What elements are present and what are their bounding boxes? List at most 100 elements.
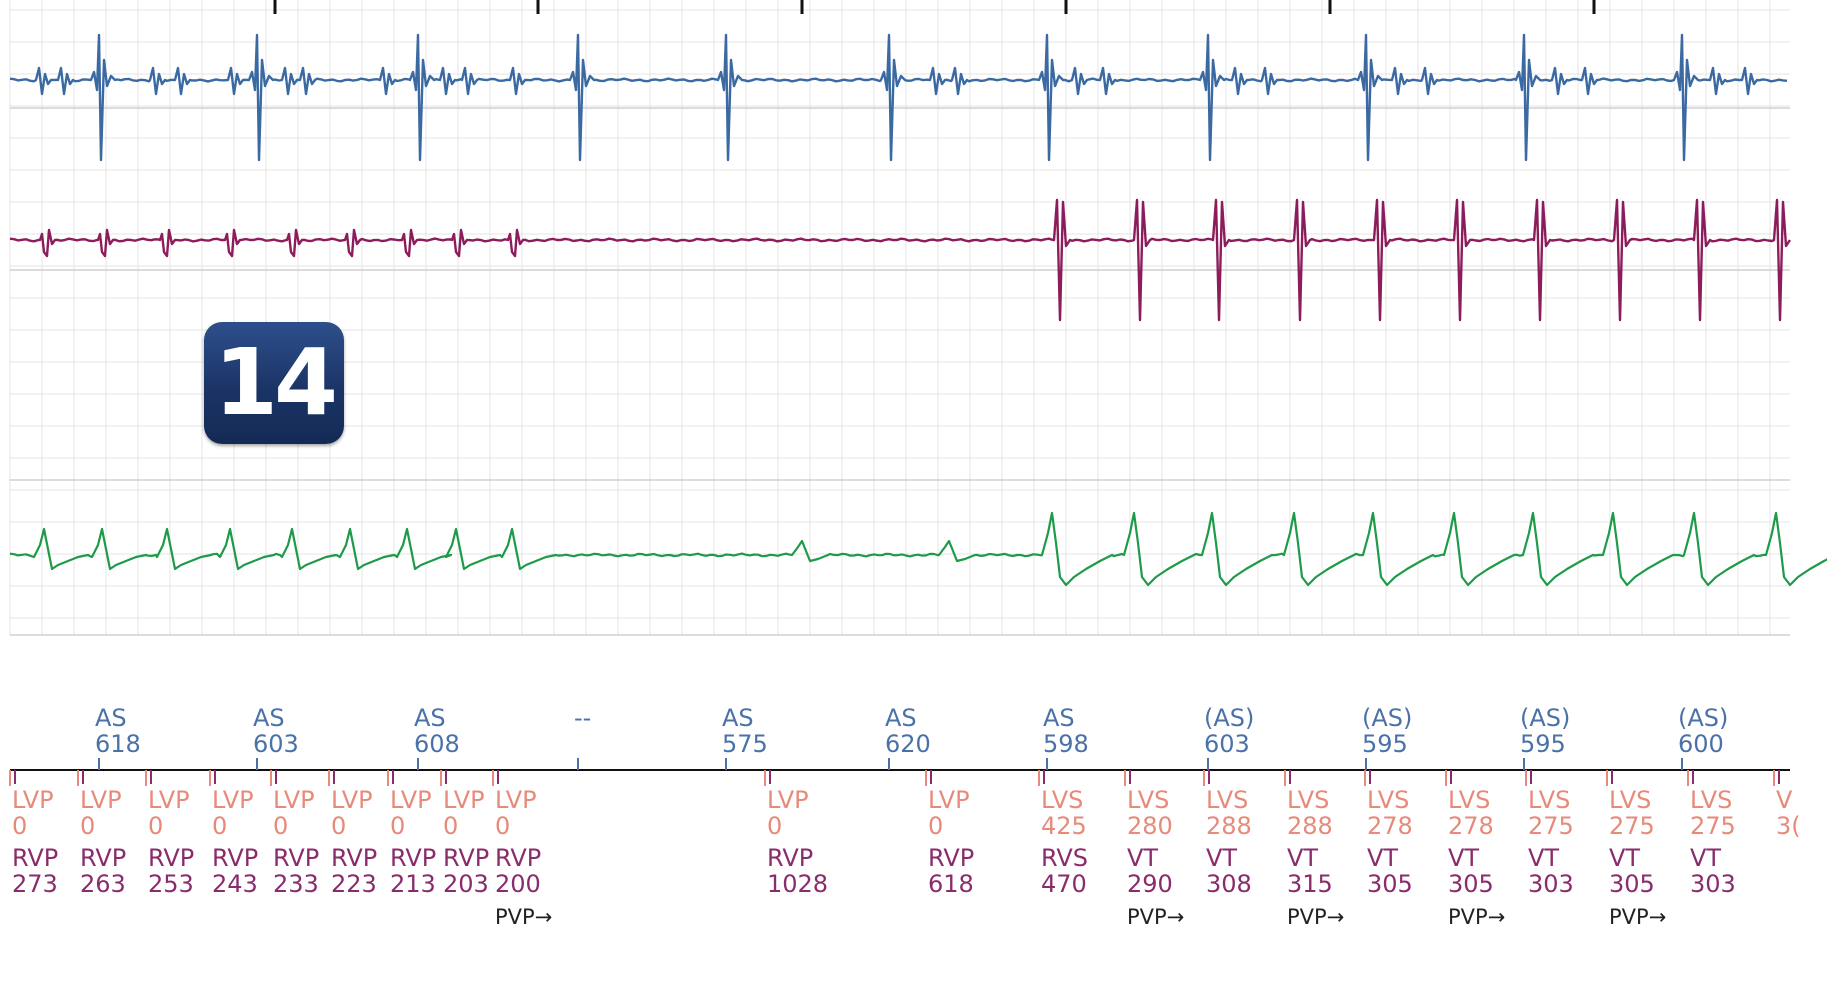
rv-marker-label: VT [1127,844,1158,872]
pvp-marker: PVP→ [1287,905,1344,929]
rv-marker-interval: 200 [495,870,541,898]
lv-marker-label: LVP [443,786,485,814]
lv-marker-interval: 275 [1528,812,1574,840]
atrial-marker-label: (AS) [1678,704,1728,732]
lv-marker-interval: 0 [390,812,405,840]
ventricular-marker-channel: LVP0RVP273LVP0RVP263LVP0RVP253LVP0RVP243… [9,770,1801,929]
atrial-egm-trace [9,33,1788,162]
lv-marker-label: LVP [273,786,315,814]
rv-marker-interval: 470 [1041,870,1087,898]
rv-marker-interval: 305 [1448,870,1494,898]
rv-egm-trace [9,198,1791,322]
rv-marker-interval: 223 [331,870,377,898]
lv-marker-label: LVP [212,786,254,814]
lv-marker-interval: 0 [767,812,782,840]
rv-marker-interval: 243 [212,870,258,898]
lv-marker-label: LVS [1609,786,1651,814]
atrial-marker-label: AS [253,704,285,732]
rv-marker-label: RVP [390,844,436,872]
atrial-marker-label: -- [574,704,591,732]
lv-marker-interval: 275 [1690,812,1736,840]
rv-marker-label: RVP [273,844,319,872]
lv-marker-label: LVS [1127,786,1169,814]
lv-marker-interval: 425 [1041,812,1087,840]
lv-marker-label: LVS [1528,786,1570,814]
atrial-marker-interval: 598 [1043,730,1089,758]
atrial-marker-label: (AS) [1362,704,1412,732]
rv-marker-interval: 308 [1206,870,1252,898]
lv-marker-label: LVP [767,786,809,814]
lv-marker-interval: 288 [1206,812,1252,840]
rv-marker-interval: 315 [1287,870,1333,898]
rv-marker-interval: 305 [1367,870,1413,898]
rv-marker-label: RVP [148,844,194,872]
lv-marker-label: LVS [1448,786,1490,814]
lv-marker-label: LVS [1367,786,1409,814]
lv-marker-interval: 278 [1448,812,1494,840]
lv-marker-label: LVS [1206,786,1248,814]
rv-marker-label: VT [1206,844,1237,872]
lv-marker-interval: 278 [1367,812,1413,840]
lv-marker-interval: 0 [273,812,288,840]
pvp-marker: PVP→ [495,905,552,929]
lv-marker-label: LVP [148,786,190,814]
rv-marker-label: VT [1528,844,1559,872]
rv-marker-interval: 263 [80,870,126,898]
rv-marker-label: RVP [331,844,377,872]
atrial-marker-label: (AS) [1520,704,1570,732]
rv-marker-interval: 303 [1528,870,1574,898]
lv-marker-interval: 288 [1287,812,1333,840]
rv-marker-interval: 213 [390,870,436,898]
lv-marker-label: LVP [495,786,537,814]
rv-marker-interval: 618 [928,870,974,898]
rv-marker-interval: 305 [1609,870,1655,898]
rv-marker-label: RVP [12,844,58,872]
pvp-marker: PVP→ [1127,905,1184,929]
figure-number-badge: 14 [204,322,344,444]
rv-marker-interval: 303 [1690,870,1736,898]
rv-marker-label: RVP [212,844,258,872]
rv-marker-interval: 273 [12,870,58,898]
rv-marker-label: RVP [495,844,541,872]
atrial-marker-interval: 595 [1520,730,1566,758]
lv-marker-label: V [1776,786,1793,814]
atrial-marker-label: AS [95,704,127,732]
rv-marker-interval: 253 [148,870,194,898]
rv-marker-interval: 233 [273,870,319,898]
atrial-marker-interval: 595 [1362,730,1408,758]
atrial-marker-interval: 618 [95,730,141,758]
rv-marker-interval: 290 [1127,870,1173,898]
atrial-marker-interval: 620 [885,730,931,758]
lv-marker-label: LVP [331,786,373,814]
lv-marker-label: LVP [12,786,54,814]
shock-egm-trace [9,511,1827,587]
rv-marker-interval: 1028 [767,870,828,898]
atrial-marker-label: (AS) [1204,704,1254,732]
atrial-marker-label: AS [414,704,446,732]
grid [9,0,1790,636]
lv-marker-interval: 0 [495,812,510,840]
rv-marker-label: VT [1448,844,1479,872]
lv-marker-label: LVP [928,786,970,814]
atrial-marker-interval: 600 [1678,730,1724,758]
rv-marker-interval: 203 [443,870,489,898]
lv-marker-interval: 0 [148,812,163,840]
lv-marker-interval: 0 [443,812,458,840]
pvp-marker: PVP→ [1609,905,1666,929]
lv-marker-label: LVP [390,786,432,814]
lv-marker-interval: 275 [1609,812,1655,840]
rv-marker-label: RVP [443,844,489,872]
atrial-marker-interval: 575 [722,730,768,758]
rv-marker-label: VT [1287,844,1318,872]
rv-marker-label: RVP [80,844,126,872]
lv-marker-interval: 3( [1776,812,1801,840]
lv-marker-label: LVS [1287,786,1329,814]
atrial-marker-label: AS [885,704,917,732]
atrial-marker-interval: 608 [414,730,460,758]
rv-marker-label: RVP [767,844,813,872]
lv-marker-label: LVP [80,786,122,814]
lv-marker-interval: 0 [212,812,227,840]
atrial-marker-interval: 603 [1204,730,1250,758]
atrial-marker-label: AS [722,704,754,732]
